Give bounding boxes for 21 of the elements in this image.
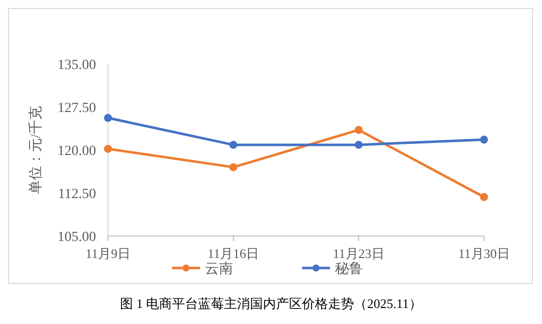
y-axis-title: 单位：元/千克	[28, 106, 44, 194]
point	[354, 126, 363, 134]
point	[229, 140, 238, 149]
y-tick-label: 105.00	[58, 230, 96, 245]
point	[480, 136, 488, 144]
x-tick-label: 11月23日	[332, 246, 384, 261]
y-tick-label: 120.00	[58, 144, 96, 159]
y-tick-label: 112.50	[58, 187, 96, 202]
y-tick-label: 127.50	[58, 101, 96, 116]
point	[229, 163, 238, 172]
legend-label: 秘鲁	[335, 261, 363, 277]
legend-label: 云南	[205, 261, 233, 277]
x-tick-label: 11月16日	[208, 246, 260, 261]
point	[104, 144, 112, 153]
point	[480, 193, 488, 202]
point	[104, 114, 112, 122]
x-tick-label: 11月9日	[85, 246, 131, 261]
x-tick-label: 11月30日	[458, 246, 510, 261]
point	[354, 140, 363, 149]
caption: 图 1 电商平台蓝莓主消国内产区价格走势（2025.11）	[120, 296, 422, 311]
y-tick-label: 135.00	[58, 58, 96, 73]
